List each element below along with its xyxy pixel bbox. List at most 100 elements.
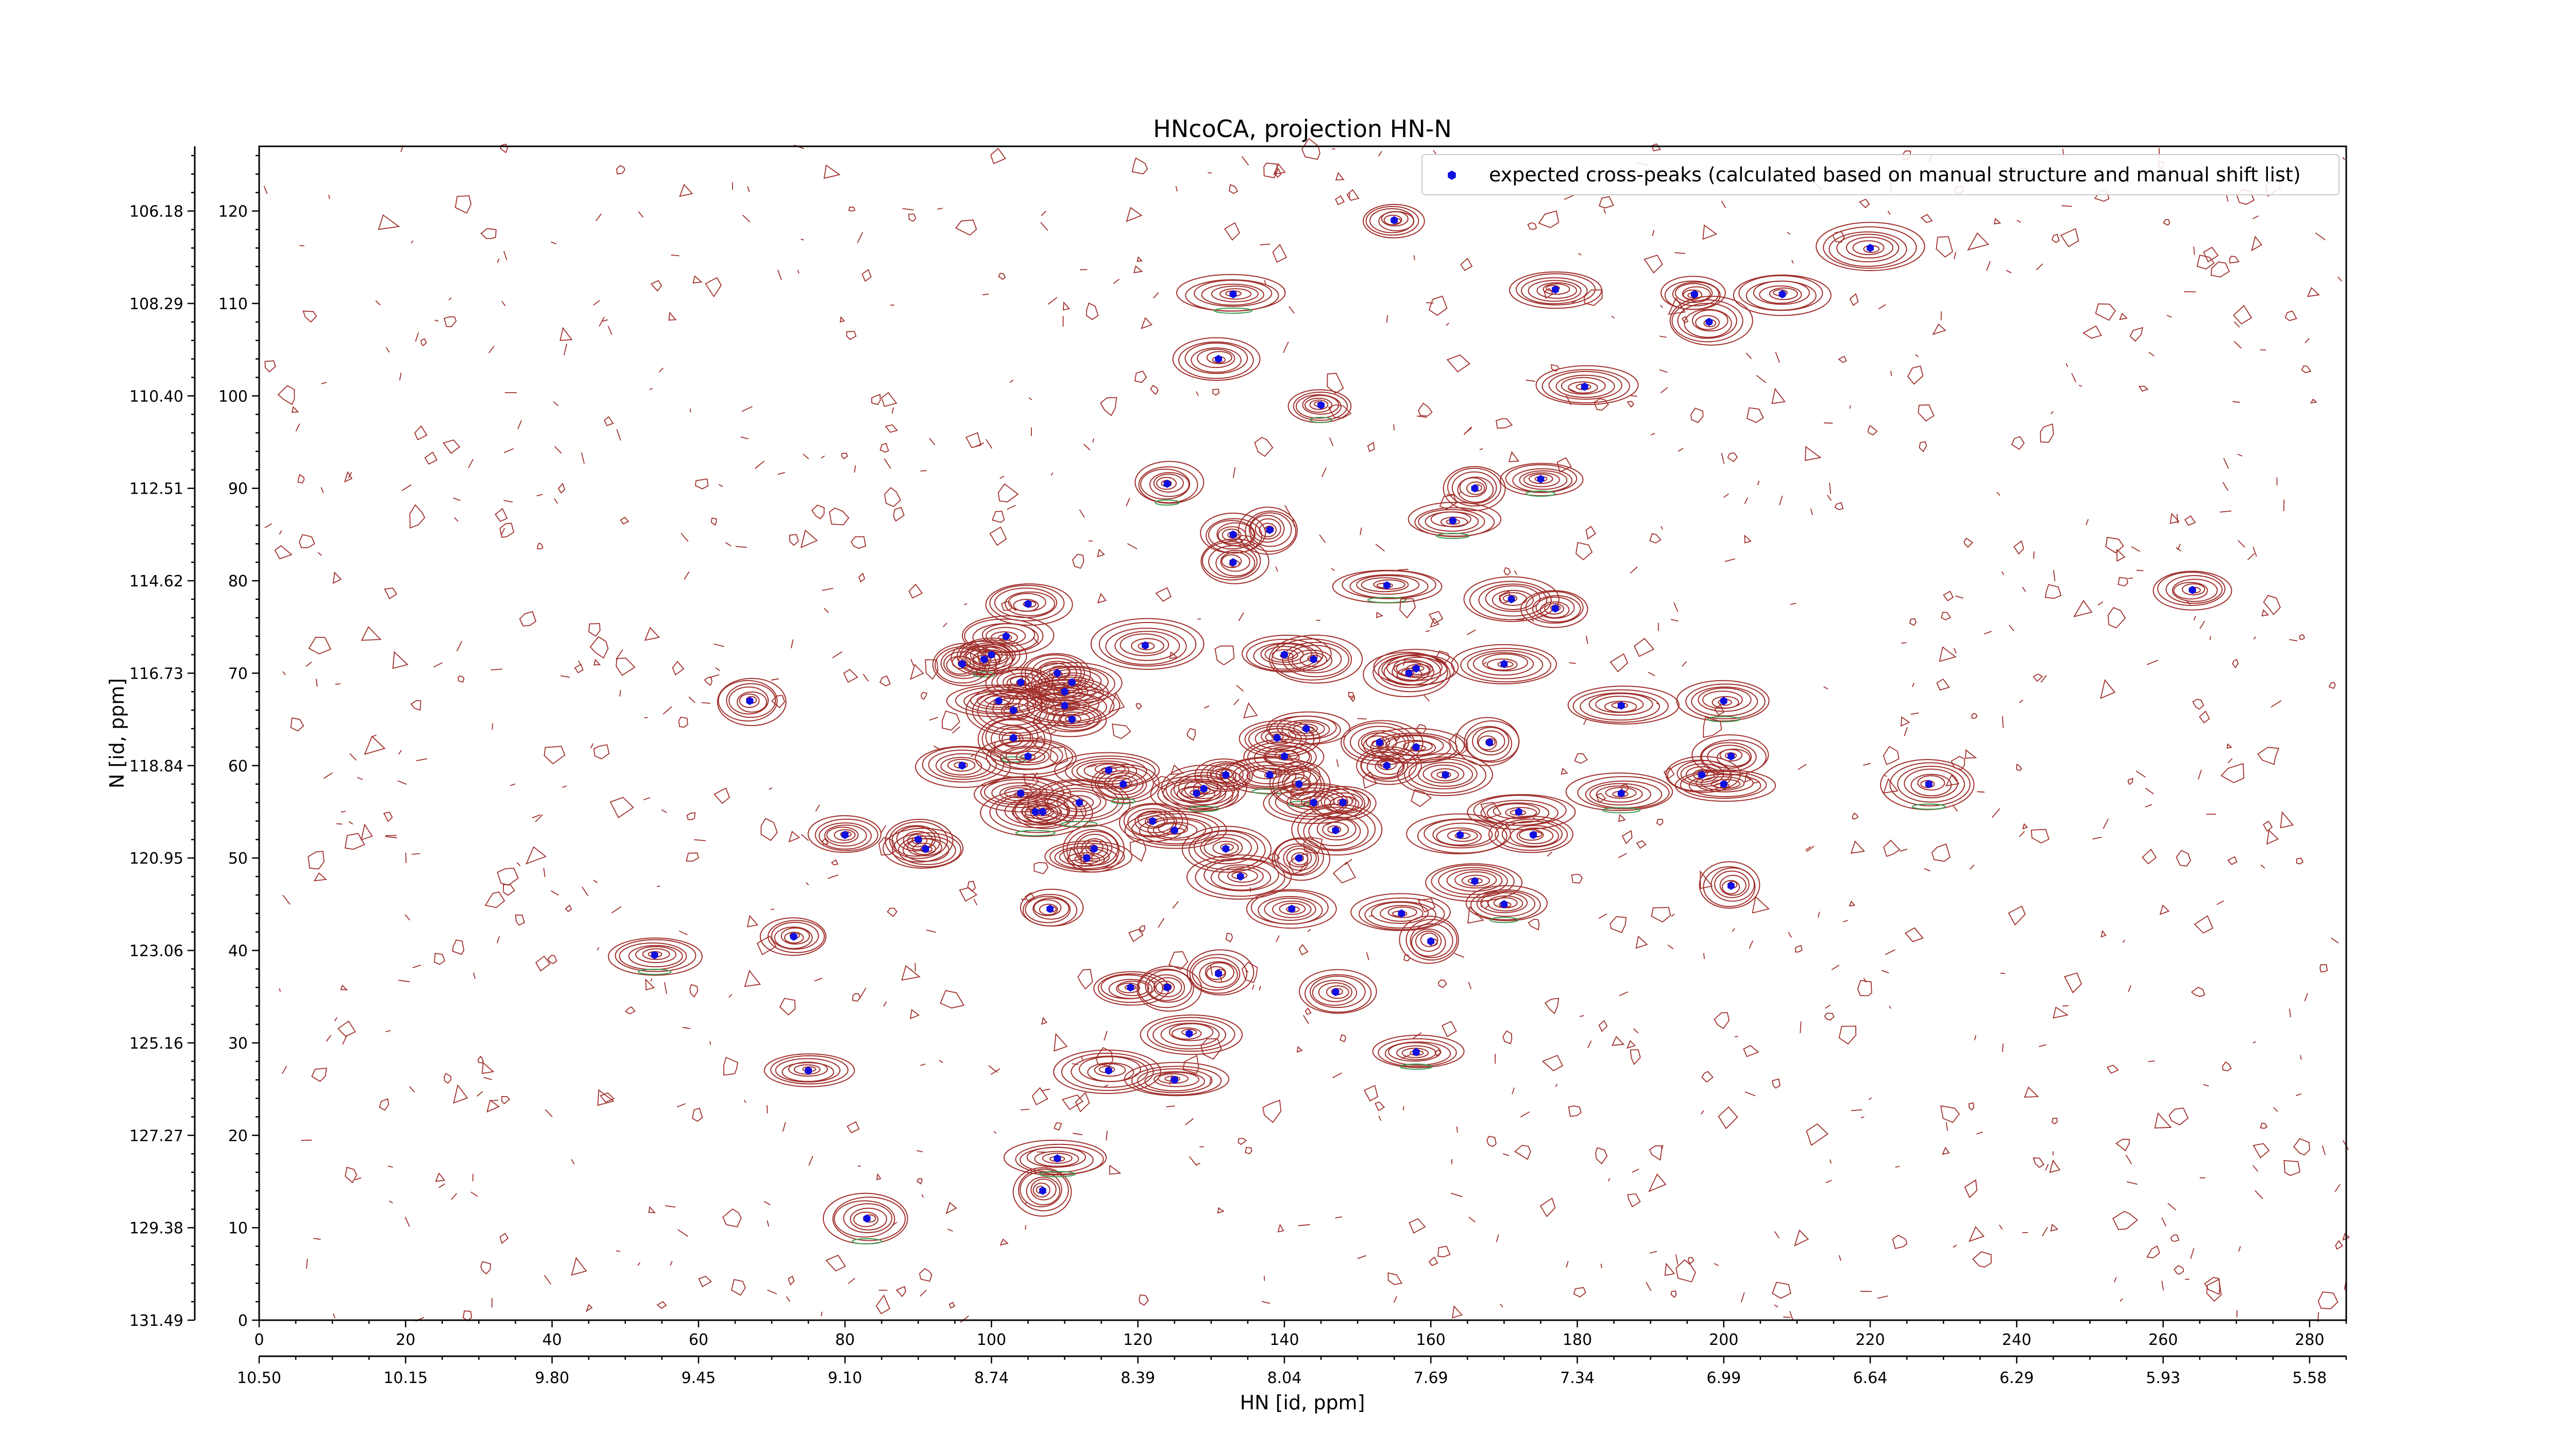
peak-contour <box>1443 466 1506 511</box>
peak-contour <box>1309 786 1377 821</box>
peak-contour <box>1684 309 1732 338</box>
noise-contour <box>766 1105 768 1114</box>
peak-contour <box>1461 874 1490 887</box>
noise-contour <box>1744 497 1749 504</box>
noise-contour <box>2100 930 2107 938</box>
noise-contour <box>2184 515 2196 526</box>
noise-contour <box>333 1313 335 1319</box>
peak-contour <box>1057 675 1087 687</box>
noise-contour <box>1021 1108 1030 1110</box>
peak-contour <box>1204 858 1279 891</box>
noise-contour <box>563 343 567 356</box>
noise-contour <box>2289 1008 2291 1018</box>
noise-contour <box>854 465 856 473</box>
noise-contour <box>857 232 863 243</box>
cross-peak-marker <box>1273 734 1281 742</box>
noise-contour <box>1331 567 1335 571</box>
peak-contour <box>1565 772 1673 812</box>
peak-contour <box>1667 760 1732 792</box>
noise-contour <box>1723 493 1729 498</box>
cross-peak-marker <box>1163 479 1171 488</box>
noise-contour <box>385 836 397 838</box>
peak-contour <box>1215 769 1233 780</box>
noise-contour <box>1585 526 1596 540</box>
noise-contour <box>1175 186 1178 192</box>
noise-contour <box>1573 1287 1586 1298</box>
cross-peak-marker <box>1215 355 1222 363</box>
peak-contour <box>1674 769 1776 802</box>
noise-contour <box>2304 993 2308 1002</box>
noise-contour <box>2342 157 2345 160</box>
noise-contour <box>1746 407 1764 423</box>
peak-contour <box>1431 865 1515 898</box>
negative-contour <box>1707 716 1741 722</box>
peak-contour <box>1201 541 1261 581</box>
peak-contour <box>1219 288 1252 300</box>
noise-contour <box>1951 755 1965 770</box>
noise-contour <box>688 696 696 703</box>
noise-contour <box>1080 808 1086 819</box>
noise-contour <box>952 726 960 734</box>
negative-contour <box>1489 917 1519 923</box>
cross-peak-marker <box>651 951 658 959</box>
noise-contour <box>1437 1245 1451 1258</box>
peak-contour <box>1414 507 1495 537</box>
noise-contour <box>2198 769 2202 780</box>
peak-contour <box>1714 870 1750 898</box>
noise-contour <box>1148 980 1157 983</box>
noise-contour <box>2307 287 2320 297</box>
noise-contour <box>483 1076 492 1081</box>
noise-contour <box>2115 1138 2130 1152</box>
noise-contour <box>1600 1263 1602 1268</box>
noise-contour <box>463 1310 472 1322</box>
x-tick-label: 0 <box>254 1331 264 1349</box>
noise-contour <box>1955 595 1964 599</box>
peak-contour <box>1168 1023 1214 1041</box>
peak-contour <box>1399 915 1459 964</box>
peak-contour <box>1034 1151 1079 1167</box>
noise-contour <box>1714 704 1725 716</box>
x-tick-label: 120 <box>1123 1331 1153 1349</box>
noise-contour <box>424 451 438 465</box>
noise-contour <box>689 984 698 998</box>
noise-contour <box>1136 703 1142 710</box>
noise-contour <box>1673 602 1679 612</box>
noise-contour <box>398 750 402 755</box>
peak-contour <box>994 587 1058 618</box>
peak-contour <box>1423 819 1499 849</box>
cross-peak-marker <box>1778 290 1786 298</box>
noise-contour <box>2154 1112 2172 1128</box>
cross-peak-marker <box>1302 724 1310 733</box>
cross-peak-marker <box>914 835 922 844</box>
peak-contour <box>1516 827 1554 845</box>
noise-contour <box>554 498 558 504</box>
noise-contour <box>443 1073 452 1084</box>
noise-contour <box>1031 772 1038 781</box>
peak-contour <box>977 692 1048 730</box>
peak-contour <box>728 686 769 715</box>
noise-contour <box>966 664 975 669</box>
peak-contour <box>843 1203 893 1234</box>
noise-contour <box>2142 849 2157 865</box>
noise-contour <box>1363 1085 1379 1102</box>
noise-contour <box>1314 788 1317 793</box>
noise-contour <box>1467 906 1484 924</box>
noise-contour <box>1319 534 1326 543</box>
peak-contour <box>1326 985 1349 999</box>
y-ppm-tick-label: 114.62 <box>129 572 183 591</box>
cross-peak-marker <box>863 1214 871 1223</box>
noise-contour <box>963 603 968 605</box>
noise-contour <box>1942 1147 1950 1155</box>
noise-contour <box>1092 438 1094 443</box>
noise-contour <box>2002 716 2004 728</box>
peak-contour <box>1383 214 1402 226</box>
noise-contour <box>916 1150 923 1153</box>
noise-contour <box>2024 1086 2039 1098</box>
y-tick-label: 40 <box>228 942 248 961</box>
cross-peak-marker <box>1229 530 1237 539</box>
noise-contour <box>1991 808 2001 818</box>
noise-contour <box>2321 1145 2326 1155</box>
noise-contour <box>1953 1244 1957 1248</box>
noise-contour <box>2170 1234 2180 1242</box>
noise-contour <box>789 534 799 546</box>
